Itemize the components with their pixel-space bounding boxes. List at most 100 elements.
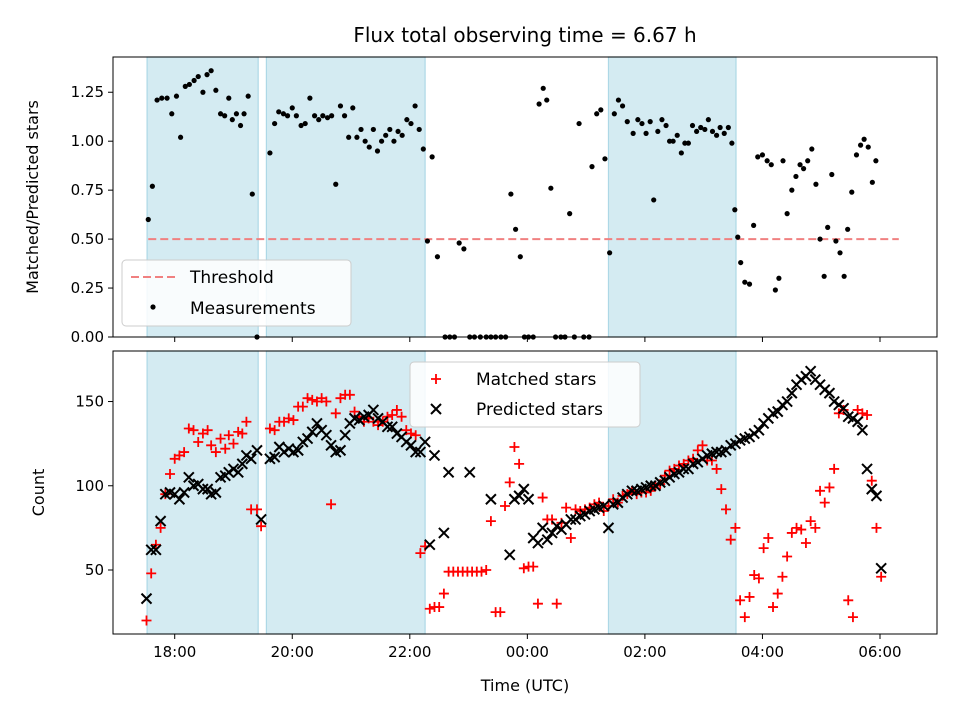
measurement-point [784, 211, 790, 217]
predicted-star-point [786, 387, 798, 399]
predicted-star-point [201, 483, 214, 495]
predicted-star-point [292, 444, 304, 457]
predicted-star-point [419, 436, 431, 448]
measurement-point [780, 158, 786, 164]
matched-star-point [768, 602, 779, 613]
matched-star-point [188, 425, 199, 436]
matched-star-point [481, 564, 492, 575]
legend-predicted-label: Predicted stars [476, 400, 603, 420]
measurement-point [208, 68, 214, 74]
matched-star-point [302, 393, 313, 404]
predicted-star-point [710, 446, 723, 458]
axes-frame [112, 350, 938, 635]
matched-star-point [805, 516, 816, 527]
measurement-point [346, 134, 352, 140]
measurement-point [594, 111, 600, 117]
measurement-point [186, 81, 193, 88]
matched-star-point [434, 602, 445, 613]
y-tick-label: 1.00 [71, 132, 104, 150]
predicted-star-point [183, 471, 195, 484]
measurement-point [391, 138, 397, 144]
predicted-star-point [541, 533, 554, 546]
matched-star-point [210, 447, 221, 458]
measurement-point [329, 113, 335, 119]
measurement-point [213, 87, 219, 93]
predicted-star-point [866, 483, 878, 495]
matched-star-point [155, 522, 166, 533]
matched-star-point [716, 484, 727, 495]
measurement-point [721, 130, 727, 136]
bottom-panel: 50 100 150 18:00 20:00 22:00 00:00 02:00 04:00 06… [29, 350, 938, 661]
measurement-point [764, 158, 770, 164]
measurement-point [536, 101, 542, 107]
predicted-star-point [210, 486, 222, 499]
measurement-point [742, 279, 748, 285]
predicted-star-point [602, 522, 615, 534]
predicted-star-point [381, 421, 394, 433]
measurement-point [395, 128, 401, 135]
predicted-star-point [513, 490, 525, 502]
measurement-point [725, 124, 731, 131]
matched-star-point [744, 591, 755, 602]
matched-star-point [410, 430, 421, 441]
matched-star-point [391, 404, 402, 415]
x-tick-label: 02:00 [623, 643, 666, 661]
measurement-point [702, 126, 708, 133]
measurement-point [651, 197, 657, 203]
predicted-star-point [442, 466, 455, 478]
x-tick-label: 00:00 [506, 643, 549, 661]
measurement-point [241, 111, 247, 117]
measurement-point [643, 130, 649, 136]
y-axis-label: Count [29, 469, 48, 517]
y-tick-label: 1.25 [71, 83, 104, 101]
matched-star-point [876, 571, 887, 582]
measurement-point [145, 216, 151, 223]
measurement-point [689, 122, 696, 129]
measurement-point [245, 93, 251, 99]
predicted-star-point [325, 439, 337, 452]
predicted-star-point [154, 515, 167, 527]
predicted-star-point [518, 483, 530, 495]
matched-star-point [791, 522, 802, 533]
measurement-point [324, 115, 331, 121]
measurement-point [674, 132, 680, 138]
legend: Threshold Measurements [121, 259, 352, 327]
measurement-point [800, 166, 807, 172]
matched-star-point [824, 482, 835, 493]
measurement-point [383, 132, 389, 138]
matched-star-point [387, 410, 398, 421]
measurement-point [544, 97, 550, 103]
measurement-point [540, 85, 546, 91]
measurement-point [825, 224, 831, 230]
measurement-point [735, 234, 741, 240]
predicted-star-point [414, 446, 427, 458]
matched-star-point [344, 389, 355, 400]
predicted-star-point [851, 416, 864, 428]
measurement-point [434, 254, 441, 260]
predicted-star-point [536, 522, 549, 534]
matched-star-point [697, 440, 708, 451]
measurement-point [635, 117, 641, 123]
chart-title: Flux total observing time = 6.67 h [353, 23, 696, 47]
predicted-star-point [301, 432, 314, 445]
predicted-star-point [320, 429, 333, 441]
matched-star-point [758, 543, 769, 554]
measurement-point [191, 77, 197, 84]
matched-star-point [215, 433, 226, 444]
predicted-star-point [197, 483, 209, 495]
matched-star-point [183, 423, 194, 434]
measurement-point [639, 120, 645, 127]
measurement-point [517, 254, 523, 260]
measurement-point [512, 226, 519, 232]
measurement-point [865, 144, 871, 150]
matched-star-point [819, 497, 830, 508]
x-tick-label: 20:00 [271, 643, 314, 661]
measurement-point [337, 103, 344, 109]
matched-star-point [739, 612, 750, 623]
predicted-star-point [255, 513, 267, 526]
y-tick-label: 150 [75, 393, 104, 411]
matched-star-point [424, 603, 435, 614]
top-panel: 0.00 0.25 0.50 0.75 1.00 1.25 Matched/Predicte… [23, 56, 938, 346]
measurement-point [853, 152, 860, 158]
measurement-point [370, 126, 376, 133]
